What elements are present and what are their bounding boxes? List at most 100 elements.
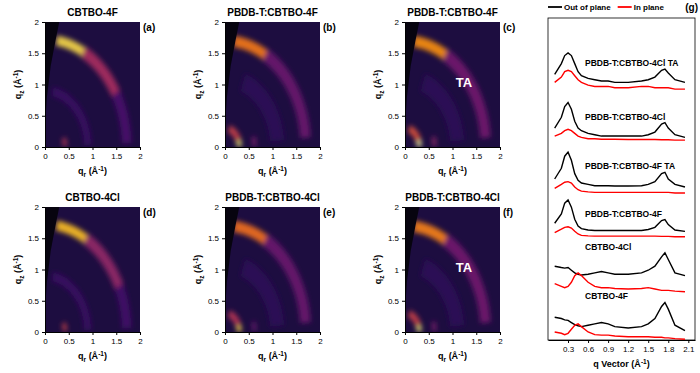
tick: 0 — [395, 143, 405, 152]
panel: 00.511.5200.511.52qr (Å-1)qz (Å-1)PBDB-T… — [372, 192, 514, 363]
image-background — [405, 22, 500, 147]
profile-line — [555, 70, 685, 89]
missing-wedge — [225, 22, 239, 125]
tick-mark — [320, 147, 321, 150]
y-axis-title: qz (Å-1) — [192, 255, 205, 285]
sample-label: PBDB-T:CBTBO-4F TA — [585, 161, 675, 171]
panel: 00.511.5200.511.52qr (Å-1)qz (Å-1)PBDB-T… — [192, 7, 336, 178]
image-background — [45, 22, 140, 147]
y-axis-line — [45, 208, 46, 333]
tick-mark — [249, 332, 250, 335]
y-axis-line — [405, 208, 406, 333]
tick: 2 — [395, 203, 405, 212]
tick: 2 — [35, 203, 45, 212]
y-axis-title-part: (Å — [193, 263, 203, 275]
tick-mark — [42, 85, 45, 86]
y-axis-title: qz (Å-1) — [192, 70, 205, 100]
x-axis-title-part: (Å — [266, 351, 278, 361]
tick-label: 0.5 — [424, 152, 436, 161]
tick: 1 — [271, 147, 276, 161]
tick: 0.5 — [64, 147, 76, 161]
tick-label: 1.5 — [471, 337, 483, 346]
tick-mark — [296, 147, 297, 150]
tick-label: 2 — [498, 152, 503, 161]
legend-label: Out of plane — [564, 3, 611, 12]
diffraction-arc — [81, 47, 120, 97]
panel: 00.511.5200.511.52qr (Å-1)qz (Å-1)PBDB-T… — [372, 7, 516, 178]
x-axis-title-part: ) — [104, 166, 107, 176]
tick-label: 2 — [35, 203, 40, 212]
tick-mark — [222, 238, 225, 239]
tick-mark — [93, 147, 94, 150]
legend-swatch — [618, 6, 632, 8]
tick: 0.5 — [208, 297, 225, 306]
tick-mark — [69, 332, 70, 335]
tick: 2 — [138, 147, 143, 161]
diffraction-arc — [413, 36, 448, 60]
x-axis-title: qr (Å-1) — [78, 165, 107, 178]
profile-line — [555, 324, 685, 339]
image-background — [405, 207, 500, 332]
figure-svg: 00.511.5200.511.52qr (Å-1)qz (Å-1)CBTBO-… — [0, 0, 700, 373]
tick: 0.5 — [208, 112, 225, 121]
tick-mark — [402, 22, 405, 23]
y-axis-title-part: ) — [193, 255, 203, 258]
tick-label: 2 — [138, 337, 143, 346]
tick: 0 — [223, 147, 228, 161]
tick-label: 1 — [215, 266, 220, 275]
panel: 00.511.5200.511.52qr (Å-1)qz (Å-1)CBTBO-… — [12, 7, 156, 178]
x-axis-title-part: ) — [284, 351, 287, 361]
x-axis-title: qr (Å-1) — [438, 350, 467, 363]
profile-line — [555, 273, 685, 292]
tick: 2 — [138, 332, 143, 346]
diffraction-arc — [408, 125, 421, 142]
tick: 1.5 — [388, 234, 405, 243]
y-axis-line — [225, 208, 226, 333]
tick: 1.5 — [208, 49, 225, 58]
missing-wedge — [405, 22, 419, 125]
diffraction-arc — [233, 36, 268, 60]
tick: 0 — [395, 328, 405, 337]
x-axis-title-part: ) — [464, 166, 467, 176]
tick-label: 0.9 — [603, 345, 615, 354]
tick-mark — [402, 85, 405, 86]
y-axis-title-part: (Å — [373, 263, 383, 275]
tick-label: 0.5 — [244, 152, 256, 161]
tick-label: 1 — [395, 266, 400, 275]
tick-mark — [222, 332, 225, 333]
tick-mark — [222, 22, 225, 23]
tick-label: 1.5 — [643, 345, 655, 354]
plot-area — [225, 22, 320, 147]
y-axis-line — [405, 23, 406, 148]
plot-area — [225, 207, 320, 332]
x-axis: 0.30.60.91.21.51.82.1 — [549, 340, 696, 354]
tick: 0.5 — [424, 332, 436, 346]
tick: 0.5 — [388, 112, 405, 121]
diffraction-arc — [240, 74, 284, 142]
x-axis-title: qr (Å-1) — [438, 165, 467, 178]
tick: 0.6 — [583, 340, 595, 354]
tick-label: 2 — [35, 18, 40, 27]
tick-mark — [140, 147, 141, 150]
tick: 0.5 — [64, 332, 76, 346]
figure: 00.511.5200.511.52qr (Å-1)qz (Å-1)CBTBO-… — [0, 0, 700, 373]
tick: 1.5 — [291, 147, 303, 161]
y-axis: 00.511.52 — [208, 203, 226, 337]
tick-label: 1 — [91, 337, 96, 346]
tick: 2 — [318, 147, 323, 161]
tick-mark — [500, 332, 501, 335]
tick-label: 2 — [395, 203, 400, 212]
x-axis: 00.511.52 — [403, 147, 503, 161]
tick-label: 1 — [91, 152, 96, 161]
tick-label: 2 — [498, 337, 503, 346]
tick-mark — [402, 301, 405, 302]
tick-label: 2 — [138, 152, 143, 161]
tick-mark — [42, 116, 45, 117]
tick: 0.5 — [244, 332, 256, 346]
profile-line — [555, 53, 685, 83]
tick: 0 — [43, 147, 48, 161]
tick: 1.5 — [208, 234, 225, 243]
sample-label: PBDB-T:CBTBO-4Cl TA — [585, 58, 678, 68]
panel-label: (c) — [503, 22, 515, 33]
tick: 1.5 — [291, 332, 303, 346]
